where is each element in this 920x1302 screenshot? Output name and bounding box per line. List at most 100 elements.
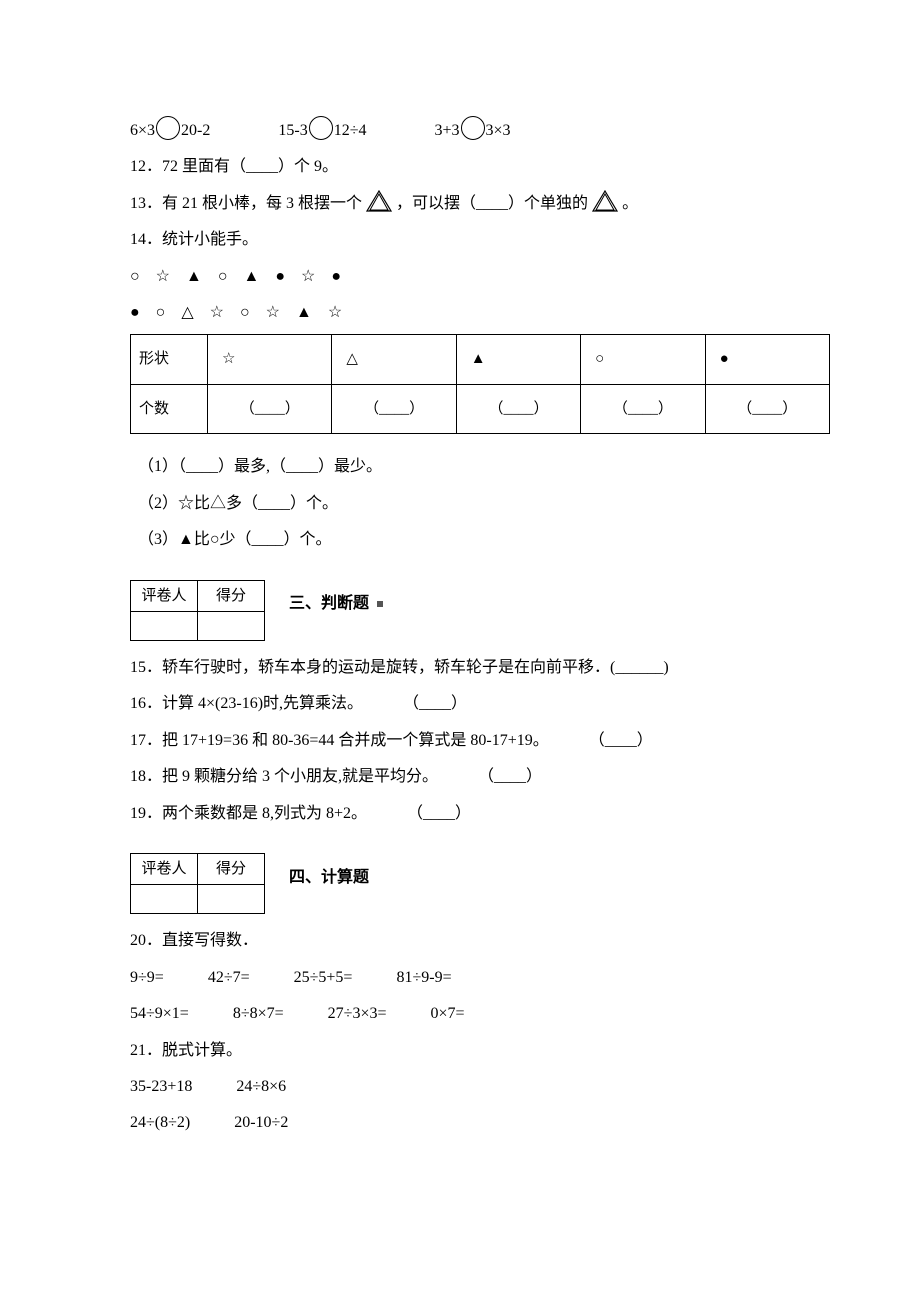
grader-col-reviewer: 评卷人	[131, 580, 198, 612]
q20-expr: 0×7=	[430, 1005, 464, 1022]
q11-expr6: 3×3	[486, 122, 511, 139]
q17-blank[interactable]: （____）	[589, 732, 653, 749]
table-count-label: 个数	[131, 384, 208, 434]
section-4-title: 四、计算题	[289, 863, 369, 893]
q15-number: 15．	[130, 659, 162, 676]
q11-expr1: 6×3	[130, 122, 155, 139]
q11-expr4: 12÷4	[334, 122, 367, 139]
q21-expr: 20-10÷2	[234, 1114, 288, 1131]
q14-sub3-a: （3）▲比○少（	[138, 531, 252, 548]
q13-text-b: ，可以摆（	[396, 195, 476, 212]
grader-blank[interactable]	[131, 885, 198, 914]
q14-sub2-blank[interactable]: ____	[258, 495, 290, 512]
q21-title-line: 21．脱式计算。	[130, 1036, 800, 1066]
q15-line: 15．轿车行驶时，轿车本身的运动是旋转，轿车轮子是在向前平移．(______)	[130, 653, 800, 683]
q20-expr: 54÷9×1=	[130, 1005, 189, 1022]
q19-number: 19．	[130, 805, 162, 822]
q11-line: 6×3 20-2 15-3 12÷4 3+3 3×3	[130, 116, 800, 146]
q13-text-c: ）个单独的	[508, 195, 588, 212]
q13-line: 13．有 21 根小棒，每 3 根摆一个 ，可以摆（____）个单独的 。	[130, 189, 800, 219]
compare-circle-icon[interactable]	[309, 116, 333, 140]
q20-expr: 9÷9=	[130, 969, 164, 986]
q18-line: 18．把 9 颗糖分给 3 个小朋友,就是平均分。 （____）	[130, 762, 800, 792]
table-blank[interactable]: （____）	[705, 384, 829, 434]
table-row: 个数 （____） （____） （____） （____） （____）	[131, 384, 830, 434]
q20-title-line: 20．直接写得数．	[130, 926, 800, 956]
q14-sub1-blank[interactable]: ____	[186, 458, 218, 475]
q14-table: 形状 ☆ △ ▲ ○ ● 个数 （____） （____） （____） （__…	[130, 334, 830, 434]
table-header-star: ☆	[208, 335, 332, 385]
section-3-header: 评卷人 得分 三、判断题	[130, 562, 800, 648]
q14-sub1-blank2[interactable]: ____	[286, 458, 318, 475]
compare-circle-icon[interactable]	[461, 116, 485, 140]
q21-row2: 24÷(8÷2) 20-10÷2	[130, 1108, 800, 1138]
grader-table: 评卷人 得分	[130, 580, 265, 642]
q11-expr5: 3+3	[434, 122, 459, 139]
q20-expr: 42÷7=	[208, 969, 250, 986]
table-row: 形状 ☆ △ ▲ ○ ●	[131, 335, 830, 385]
q21-expr: 24÷8×6	[236, 1078, 286, 1095]
q14-shapes-row-1: ○ ☆ ▲ ○ ▲ ● ☆ ●	[130, 262, 800, 292]
q21-expr: 35-23+18	[130, 1078, 192, 1095]
q20-expr: 27÷3×3=	[328, 1005, 387, 1022]
table-blank[interactable]: （____）	[332, 384, 456, 434]
q15-close: )	[663, 659, 668, 676]
q14-sub3-blank[interactable]: ____	[252, 531, 284, 548]
q13-text-a: 有 21 根小棒，每 3 根摆一个	[162, 195, 362, 212]
grader-table: 评卷人 得分	[130, 853, 265, 915]
q19-blank[interactable]: （____）	[407, 805, 471, 822]
q12-number: 12．	[130, 158, 162, 175]
grader-col-score: 得分	[198, 580, 265, 612]
table-blank[interactable]: （____）	[208, 384, 332, 434]
q21-row1: 35-23+18 24÷8×6	[130, 1072, 800, 1102]
q16-number: 16．	[130, 695, 162, 712]
q14-title: 统计小能手。	[162, 231, 258, 248]
q14-sub2-c: ）个。	[290, 495, 338, 512]
q16-blank[interactable]: （____）	[403, 695, 467, 712]
q17-text: 把 17+19=36 和 80-36=44 合并成一个算式是 80-17+19。	[162, 732, 549, 749]
table-blank[interactable]: （____）	[581, 384, 705, 434]
q21-number: 21．	[130, 1042, 162, 1059]
grader-col-reviewer: 评卷人	[131, 853, 198, 885]
q19-line: 19．两个乘数都是 8,列式为 8+2。 （____）	[130, 799, 800, 829]
table-header-circle-solid: ●	[705, 335, 829, 385]
q11-expr2: 20-2	[181, 122, 210, 139]
q15-text: 轿车行驶时，轿车本身的运动是旋转，轿车轮子是在向前平移．(	[162, 659, 615, 676]
table-blank[interactable]: （____）	[456, 384, 580, 434]
grader-blank[interactable]	[131, 612, 198, 641]
q14-sub1: （1）（____）最多,（____）最少。	[130, 452, 800, 482]
section-4-header: 评卷人 得分 四、计算题	[130, 835, 800, 921]
q17-line: 17．把 17+19=36 和 80-36=44 合并成一个算式是 80-17+…	[130, 726, 800, 756]
q12-text-b: ）个 9。	[278, 158, 338, 175]
q18-blank[interactable]: （____）	[478, 768, 542, 785]
q21-title: 脱式计算。	[162, 1042, 242, 1059]
q20-row2: 54÷9×1= 8÷8×7= 27÷3×3= 0×7=	[130, 999, 800, 1029]
grader-blank[interactable]	[198, 885, 265, 914]
q15-blank[interactable]: ______	[615, 659, 663, 676]
q20-expr: 25÷5+5=	[294, 969, 353, 986]
table-header-triangle-outline: △	[332, 335, 456, 385]
triangle-double-icon	[592, 190, 618, 212]
q20-expr: 81÷9-9=	[396, 969, 451, 986]
q13-number: 13．	[130, 195, 162, 212]
grader-col-score: 得分	[198, 853, 265, 885]
q16-line: 16．计算 4×(23-16)时,先算乘法。（____）	[130, 689, 800, 719]
q18-text: 把 9 颗糖分给 3 个小朋友,就是平均分。	[162, 768, 438, 785]
q20-row1: 9÷9= 42÷7= 25÷5+5= 81÷9-9=	[130, 963, 800, 993]
dot-marker-icon	[377, 601, 383, 607]
q17-number: 17．	[130, 732, 162, 749]
grader-blank[interactable]	[198, 612, 265, 641]
q20-expr: 8÷8×7=	[233, 1005, 284, 1022]
q11-expr3: 15-3	[278, 122, 307, 139]
q12-blank[interactable]: ____	[246, 158, 278, 175]
q12-line: 12．72 里面有（____）个 9。	[130, 152, 800, 182]
triangle-double-icon	[366, 190, 392, 212]
q14-sub1-c: ）最多,（	[218, 458, 286, 475]
q20-number: 20．	[130, 932, 162, 949]
compare-circle-icon[interactable]	[156, 116, 180, 140]
q18-number: 18．	[130, 768, 162, 785]
q13-blank[interactable]: ____	[476, 195, 508, 212]
q19-text: 两个乘数都是 8,列式为 8+2。	[162, 805, 367, 822]
q13-text-d: 。	[622, 195, 638, 212]
q21-expr: 24÷(8÷2)	[130, 1114, 190, 1131]
